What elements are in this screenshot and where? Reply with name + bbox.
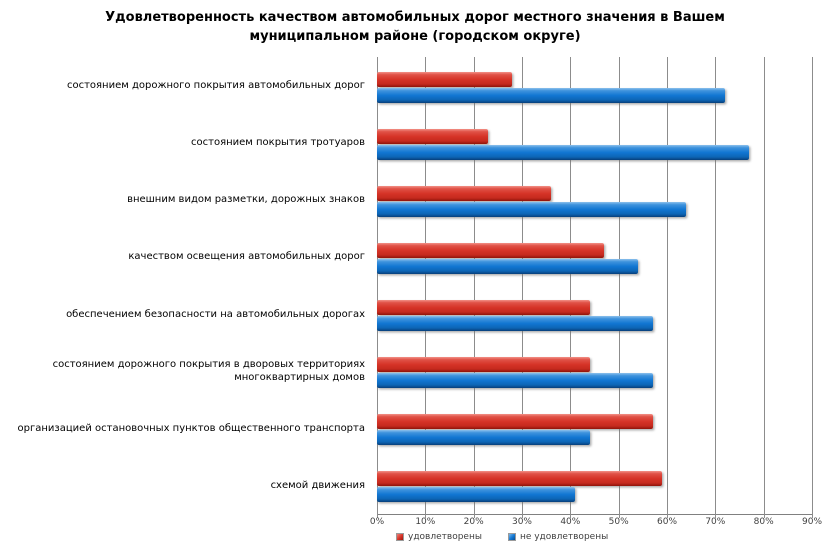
legend-item-not-satisfied: не удовлетворены bbox=[507, 532, 609, 542]
bar-group bbox=[377, 114, 812, 171]
bar-group bbox=[377, 228, 812, 285]
legend-item-satisfied: удовлетворены bbox=[396, 532, 482, 542]
legend-label-satisfied: удовлетворены bbox=[408, 532, 482, 542]
bar-satisfied bbox=[377, 185, 551, 201]
legend: удовлетворены не удовлетворены bbox=[396, 532, 608, 542]
bar-rows bbox=[377, 57, 812, 514]
gridline bbox=[473, 57, 475, 518]
x-tick-label: 10% bbox=[415, 517, 436, 527]
bar-satisfied bbox=[377, 128, 489, 144]
x-tick-label: 50% bbox=[608, 517, 629, 527]
category-label: обеспечением безопасности на автомобильн… bbox=[66, 308, 365, 320]
legend-swatch-blue-icon bbox=[507, 533, 516, 541]
chart-title-line2: муниципальном районе (городском округе) bbox=[249, 29, 581, 44]
category-label: качеством освещения автомобильных дорог bbox=[128, 251, 365, 263]
category-label: схемой движения bbox=[270, 479, 365, 491]
bar-satisfied bbox=[377, 414, 653, 430]
bar-not-satisfied bbox=[377, 430, 590, 446]
gridline bbox=[667, 57, 668, 518]
gridline bbox=[425, 57, 427, 518]
category-label: состоянием дорожного покрытия автомобиль… bbox=[66, 80, 365, 92]
gridline bbox=[618, 57, 620, 518]
bar-not-satisfied bbox=[377, 316, 653, 332]
x-tick-label: 30% bbox=[511, 517, 532, 527]
gridline bbox=[812, 57, 813, 518]
gridline bbox=[521, 57, 523, 518]
category-axis: состоянием дорожного покрытия автомобиль… bbox=[0, 57, 369, 514]
bar-group bbox=[377, 457, 812, 514]
bar-group bbox=[377, 400, 812, 457]
plot-area bbox=[377, 57, 813, 518]
bar-satisfied bbox=[377, 471, 663, 487]
bar-group bbox=[377, 171, 812, 228]
x-tick-label: 70% bbox=[705, 517, 726, 527]
gridline bbox=[763, 57, 765, 518]
category-label: состоянием дорожного покрытия в дворовых… bbox=[52, 359, 365, 384]
bar-not-satisfied bbox=[377, 487, 576, 503]
category-label: внешним видом разметки, дорожных знаков bbox=[127, 194, 365, 206]
bar-satisfied bbox=[377, 71, 513, 87]
gridline bbox=[377, 57, 378, 518]
bar-satisfied bbox=[377, 300, 590, 316]
bar-group bbox=[377, 57, 812, 114]
bar-group bbox=[377, 343, 812, 400]
bar-not-satisfied bbox=[377, 144, 750, 160]
x-tick-label: 80% bbox=[753, 517, 774, 527]
bar-not-satisfied bbox=[377, 258, 638, 274]
legend-swatch-red-icon bbox=[396, 533, 404, 541]
category-label: состоянием покрытия тротуаров bbox=[191, 137, 365, 149]
x-tick-label: 40% bbox=[560, 517, 581, 527]
gridline bbox=[570, 57, 572, 518]
bar-not-satisfied bbox=[377, 373, 653, 389]
x-tick-label: 90% bbox=[801, 517, 823, 527]
category-label: организацией остановочных пунктов общест… bbox=[17, 422, 365, 434]
x-tick-label: 60% bbox=[656, 517, 678, 527]
x-tick-label: 20% bbox=[463, 517, 484, 527]
bar-satisfied bbox=[377, 242, 605, 258]
chart-title-line1: Удовлетворенность качеством автомобильны… bbox=[105, 10, 725, 25]
x-tick-label: 0% bbox=[369, 517, 385, 527]
bar-group bbox=[377, 286, 812, 343]
legend-label-not-satisfied: не удовлетворены bbox=[519, 532, 609, 542]
bar-satisfied bbox=[377, 357, 590, 373]
bar-not-satisfied bbox=[377, 201, 687, 217]
bar-not-satisfied bbox=[377, 87, 725, 103]
gridline bbox=[715, 57, 717, 518]
x-axis: 0% 10% 20% 30% 40% 50% 60% 70% 80% 90% bbox=[370, 517, 822, 531]
chart-title: Удовлетворенность качеством автомобильны… bbox=[65, 8, 765, 46]
